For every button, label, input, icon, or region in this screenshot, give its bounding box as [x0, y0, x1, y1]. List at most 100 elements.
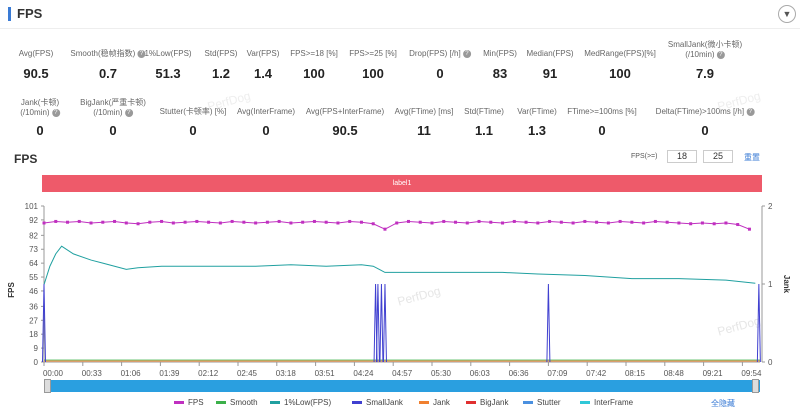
- x-tick-label: 02:45: [237, 369, 258, 378]
- stat-value: 11: [417, 123, 431, 138]
- legend-label: Jank: [433, 398, 450, 407]
- fps-point: [559, 220, 563, 224]
- legend-item[interactable]: Jank: [419, 398, 450, 407]
- fps-point: [136, 222, 140, 226]
- stat-label: Avg(FPS+InterFrame): [305, 107, 385, 116]
- watermark: PerfDog: [716, 89, 762, 114]
- fps-point: [195, 219, 199, 223]
- stat-value: 0: [598, 123, 606, 138]
- stat-value: 91: [542, 66, 558, 81]
- legend-item[interactable]: 1%Low(FPS): [270, 398, 331, 407]
- stat-unit: (/10min) ?: [20, 108, 60, 118]
- legend-item[interactable]: SmallJank: [352, 398, 403, 407]
- fps-point: [418, 220, 422, 224]
- y-tick-label: 36: [29, 302, 38, 311]
- legend-swatch-icon: [216, 401, 226, 404]
- stat-stats_row1-4: Var(FPS) 1.4: [247, 49, 280, 81]
- x-tick-label: 02:12: [198, 369, 219, 378]
- x-tick-label: 04:24: [353, 369, 374, 378]
- small-jank-spike: [379, 283, 384, 363]
- legend-item[interactable]: FPS: [174, 398, 204, 407]
- x-tick-label: 08:15: [625, 369, 646, 378]
- legend-swatch-icon: [580, 401, 590, 404]
- y2-tick-label: 2: [768, 202, 773, 211]
- stat-stats_row2-3: Avg(InterFrame) 0: [237, 107, 295, 138]
- label-bar[interactable]: label1: [42, 175, 762, 192]
- stat-label: Min(FPS): [483, 49, 517, 58]
- legend-swatch-icon: [523, 401, 533, 404]
- divider: [0, 28, 800, 29]
- fps-point: [383, 227, 387, 231]
- y-tick-label: 82: [29, 231, 38, 240]
- stat-label: Delta(FTime)>100ms [/h] ?: [656, 107, 755, 117]
- stat-label: FPS>=25 [%]: [349, 49, 397, 58]
- legend-swatch-icon: [352, 401, 362, 404]
- stat-value: 1.3: [527, 123, 547, 138]
- legend-label: SmallJank: [366, 398, 403, 407]
- fps-point: [54, 219, 58, 223]
- fps-point: [477, 219, 481, 223]
- fps-point: [301, 220, 305, 224]
- fps-point: [101, 220, 105, 224]
- fps-point: [653, 219, 657, 223]
- legend-item[interactable]: BigJank: [466, 398, 508, 407]
- stat-label: Var(FTime): [517, 107, 557, 116]
- y-tick-label: 46: [29, 287, 38, 296]
- stat-unit: (/10min) ?: [80, 108, 146, 118]
- fps-point: [454, 220, 458, 224]
- stat-unit: (/10min) ?: [668, 50, 742, 60]
- stat-stats_row2-4: Avg(FPS+InterFrame) 90.5: [305, 107, 385, 138]
- stat-label: 1%Low(FPS): [144, 49, 192, 58]
- fps-point: [512, 219, 516, 223]
- fps-point: [230, 219, 234, 223]
- small-jank-spike: [42, 283, 46, 363]
- y-tick-label: 0: [34, 358, 39, 367]
- help-icon[interactable]: ?: [746, 107, 755, 116]
- chevron-down-icon[interactable]: ▼: [778, 5, 796, 23]
- x-tick-label: 01:06: [121, 369, 142, 378]
- stat-value: 90.5: [332, 123, 358, 138]
- fps-point: [406, 219, 410, 223]
- fps-point: [312, 219, 316, 223]
- legend-item[interactable]: Stutter: [523, 398, 561, 407]
- reset-button[interactable]: 重置: [744, 153, 760, 162]
- x-tick-label: 03:51: [315, 369, 336, 378]
- stat-value: 0: [701, 123, 709, 138]
- help-icon[interactable]: ?: [716, 50, 725, 59]
- stat-stats_row1-2: 1%Low(FPS) 51.3: [144, 49, 192, 81]
- legend-swatch-icon: [270, 401, 280, 404]
- section-title: FPS: [8, 7, 42, 21]
- help-icon[interactable]: ?: [137, 49, 146, 58]
- legend-item[interactable]: Smooth: [216, 398, 258, 407]
- legend-swatch-icon: [419, 401, 429, 404]
- fps-point: [348, 219, 352, 223]
- stat-value: 0: [189, 123, 197, 138]
- help-icon[interactable]: ?: [124, 108, 133, 117]
- stat-stats_row1-3: Std(FPS) 1.2: [205, 49, 238, 81]
- stat-label: Stutter(卡顿率) [%]: [159, 107, 227, 116]
- chart-title: FPS: [14, 152, 38, 166]
- slider-right-handle[interactable]: [752, 379, 759, 393]
- y-tick-label: 9: [34, 344, 39, 353]
- legend-label: Smooth: [230, 398, 258, 407]
- fps-point: [89, 221, 93, 225]
- fps-point: [289, 221, 293, 225]
- threshold2-input[interactable]: 25: [703, 150, 733, 163]
- time-range-slider[interactable]: [44, 380, 760, 392]
- legend-item[interactable]: InterFrame: [580, 398, 633, 407]
- legend-label: Stutter: [537, 398, 561, 407]
- hide-all-button[interactable]: 全隐藏: [711, 399, 735, 408]
- y-tick-label: 92: [29, 216, 38, 225]
- fps-point: [42, 221, 46, 225]
- stat-stats_row2-6: Std(FTime) 1.1: [464, 107, 504, 138]
- stat-label: Jank(卡顿): [20, 98, 60, 107]
- fps-point: [442, 219, 446, 223]
- legend-label: BigJank: [480, 398, 509, 407]
- threshold1-input[interactable]: 18: [667, 150, 697, 163]
- slider-left-handle[interactable]: [44, 379, 51, 393]
- legend-label: FPS: [188, 398, 204, 407]
- help-icon[interactable]: ?: [462, 49, 471, 58]
- help-icon[interactable]: ?: [51, 108, 60, 117]
- y-tick-label: 64: [29, 259, 38, 268]
- fps-point: [242, 220, 246, 224]
